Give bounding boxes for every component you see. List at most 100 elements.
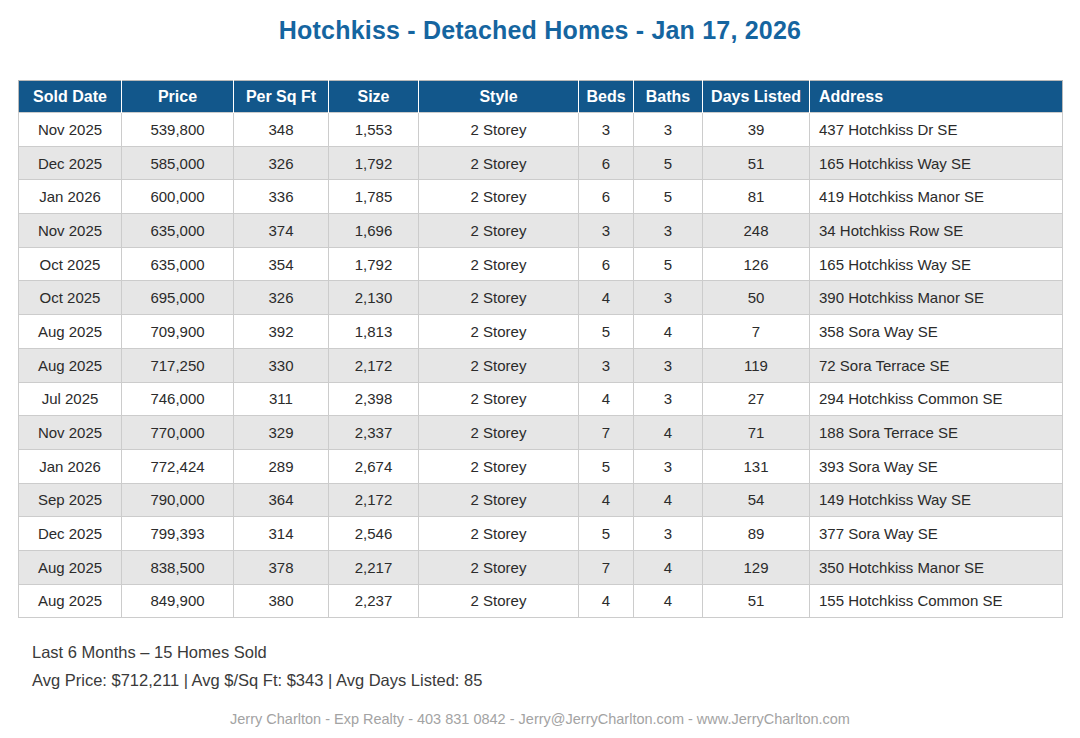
- cell-beds: 6: [579, 146, 634, 180]
- cell-address: 72 Sora Terrace SE: [810, 348, 1063, 382]
- table-row: Nov 2025635,0003741,6962 Storey3324834 H…: [19, 214, 1063, 248]
- cell-size: 2,130: [329, 281, 419, 315]
- cell-per-sq-ft: 330: [234, 348, 329, 382]
- cell-size: 2,546: [329, 517, 419, 551]
- cell-per-sq-ft: 311: [234, 382, 329, 416]
- cell-address: 165 Hotchkiss Way SE: [810, 247, 1063, 281]
- cell-per-sq-ft: 392: [234, 315, 329, 349]
- cell-price: 695,000: [122, 281, 234, 315]
- cell-baths: 4: [634, 416, 703, 450]
- cell-price: 770,000: [122, 416, 234, 450]
- agent-contact-footer: Jerry Charlton - Exp Realty - 403 831 08…: [0, 711, 1080, 727]
- cell-price: 600,000: [122, 180, 234, 214]
- table-header: Sold DatePricePer Sq FtSizeStyleBedsBath…: [19, 81, 1063, 113]
- cell-beds: 7: [579, 550, 634, 584]
- cell-per-sq-ft: 378: [234, 550, 329, 584]
- cell-days-listed: 89: [703, 517, 810, 551]
- cell-price: 849,900: [122, 584, 234, 618]
- cell-sold-date: Dec 2025: [19, 517, 122, 551]
- cell-beds: 4: [579, 382, 634, 416]
- cell-style: 2 Storey: [419, 214, 579, 248]
- cell-per-sq-ft: 374: [234, 214, 329, 248]
- cell-style: 2 Storey: [419, 382, 579, 416]
- cell-style: 2 Storey: [419, 281, 579, 315]
- cell-address: 188 Sora Terrace SE: [810, 416, 1063, 450]
- cell-price: 585,000: [122, 146, 234, 180]
- cell-address: 155 Hotchkiss Common SE: [810, 584, 1063, 618]
- table-row: Dec 2025585,0003261,7922 Storey6551165 H…: [19, 146, 1063, 180]
- column-header-sold-date: Sold Date: [19, 81, 122, 113]
- cell-per-sq-ft: 380: [234, 584, 329, 618]
- cell-price: 709,900: [122, 315, 234, 349]
- table-row: Nov 2025770,0003292,3372 Storey7471188 S…: [19, 416, 1063, 450]
- cell-beds: 6: [579, 247, 634, 281]
- cell-baths: 5: [634, 180, 703, 214]
- cell-sold-date: Dec 2025: [19, 146, 122, 180]
- cell-days-listed: 51: [703, 584, 810, 618]
- cell-days-listed: 126: [703, 247, 810, 281]
- column-header-per-sq-ft: Per Sq Ft: [234, 81, 329, 113]
- cell-style: 2 Storey: [419, 584, 579, 618]
- cell-price: 772,424: [122, 449, 234, 483]
- cell-size: 2,398: [329, 382, 419, 416]
- sales-table: Sold DatePricePer Sq FtSizeStyleBedsBath…: [18, 80, 1063, 618]
- cell-sold-date: Jan 2026: [19, 449, 122, 483]
- cell-size: 1,813: [329, 315, 419, 349]
- cell-baths: 3: [634, 382, 703, 416]
- cell-beds: 6: [579, 180, 634, 214]
- cell-beds: 5: [579, 449, 634, 483]
- cell-baths: 4: [634, 550, 703, 584]
- table-row: Sep 2025790,0003642,1722 Storey4454149 H…: [19, 483, 1063, 517]
- cell-size: 1,553: [329, 113, 419, 147]
- cell-per-sq-ft: 326: [234, 146, 329, 180]
- cell-days-listed: 248: [703, 214, 810, 248]
- cell-address: 390 Hotchkiss Manor SE: [810, 281, 1063, 315]
- cell-style: 2 Storey: [419, 180, 579, 214]
- summary-block: Last 6 Months – 15 Homes Sold Avg Price:…: [32, 638, 1080, 694]
- column-header-beds: Beds: [579, 81, 634, 113]
- table-row: Aug 2025838,5003782,2172 Storey74129350 …: [19, 550, 1063, 584]
- table-row: Aug 2025717,2503302,1722 Storey3311972 S…: [19, 348, 1063, 382]
- cell-size: 2,172: [329, 483, 419, 517]
- summary-averages: Avg Price: $712,211 | Avg $/Sq Ft: $343 …: [32, 666, 1080, 694]
- cell-sold-date: Nov 2025: [19, 214, 122, 248]
- table-row: Jan 2026600,0003361,7852 Storey6581419 H…: [19, 180, 1063, 214]
- cell-sold-date: Jan 2026: [19, 180, 122, 214]
- table-row: Oct 2025695,0003262,1302 Storey4350390 H…: [19, 281, 1063, 315]
- table-header-row: Sold DatePricePer Sq FtSizeStyleBedsBath…: [19, 81, 1063, 113]
- cell-per-sq-ft: 336: [234, 180, 329, 214]
- cell-per-sq-ft: 348: [234, 113, 329, 147]
- column-header-price: Price: [122, 81, 234, 113]
- cell-address: 419 Hotchkiss Manor SE: [810, 180, 1063, 214]
- cell-style: 2 Storey: [419, 517, 579, 551]
- cell-days-listed: 54: [703, 483, 810, 517]
- cell-size: 1,792: [329, 146, 419, 180]
- cell-style: 2 Storey: [419, 416, 579, 450]
- cell-baths: 5: [634, 247, 703, 281]
- cell-address: 393 Sora Way SE: [810, 449, 1063, 483]
- cell-per-sq-ft: 289: [234, 449, 329, 483]
- cell-sold-date: Aug 2025: [19, 584, 122, 618]
- cell-baths: 4: [634, 584, 703, 618]
- cell-beds: 7: [579, 416, 634, 450]
- cell-days-listed: 119: [703, 348, 810, 382]
- cell-price: 799,393: [122, 517, 234, 551]
- cell-beds: 5: [579, 517, 634, 551]
- cell-days-listed: 129: [703, 550, 810, 584]
- cell-sold-date: Sep 2025: [19, 483, 122, 517]
- cell-baths: 4: [634, 483, 703, 517]
- column-header-size: Size: [329, 81, 419, 113]
- cell-sold-date: Nov 2025: [19, 113, 122, 147]
- cell-style: 2 Storey: [419, 348, 579, 382]
- sales-table-container: Sold DatePricePer Sq FtSizeStyleBedsBath…: [18, 80, 1062, 618]
- table-row: Nov 2025539,8003481,5532 Storey3339437 H…: [19, 113, 1063, 147]
- cell-sold-date: Aug 2025: [19, 315, 122, 349]
- cell-size: 1,696: [329, 214, 419, 248]
- table-row: Jul 2025746,0003112,3982 Storey4327294 H…: [19, 382, 1063, 416]
- cell-style: 2 Storey: [419, 550, 579, 584]
- cell-baths: 3: [634, 449, 703, 483]
- cell-sold-date: Aug 2025: [19, 550, 122, 584]
- cell-sold-date: Aug 2025: [19, 348, 122, 382]
- cell-style: 2 Storey: [419, 247, 579, 281]
- cell-price: 635,000: [122, 247, 234, 281]
